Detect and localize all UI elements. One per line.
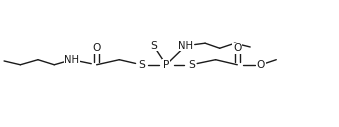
Text: P: P: [163, 60, 169, 70]
Text: S: S: [188, 60, 195, 70]
Text: O: O: [257, 60, 265, 70]
Text: S: S: [150, 41, 157, 51]
Text: S: S: [138, 60, 145, 70]
Text: NH: NH: [178, 41, 193, 51]
Text: O: O: [93, 43, 101, 53]
Text: O: O: [233, 43, 241, 53]
Text: NH: NH: [64, 55, 79, 65]
